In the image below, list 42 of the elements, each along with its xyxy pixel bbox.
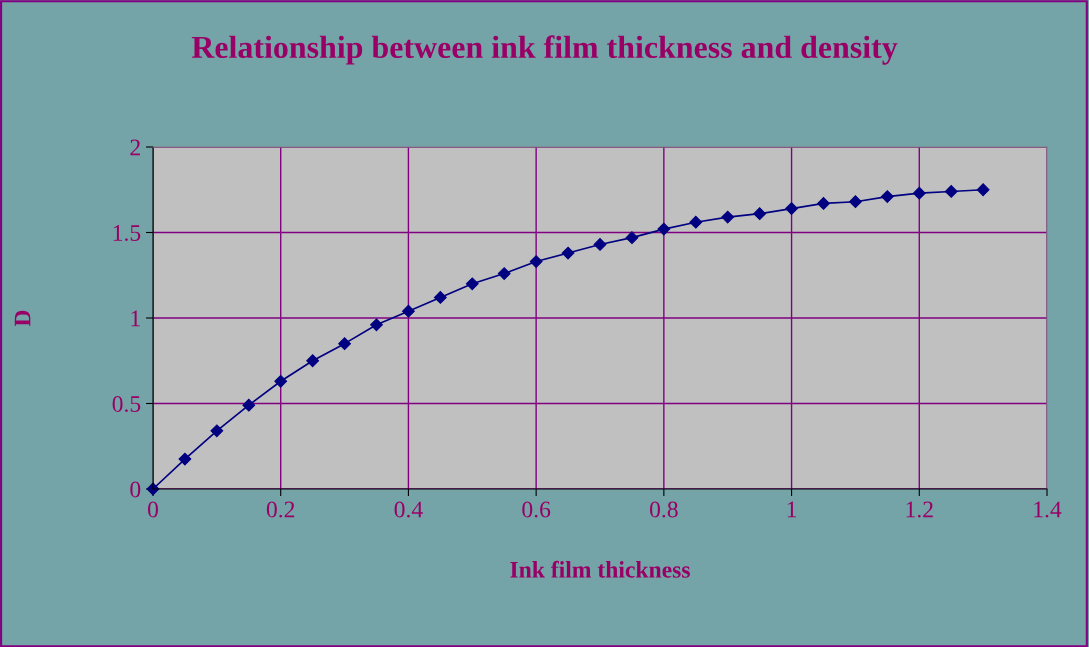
- point: [976, 183, 990, 197]
- point: [912, 186, 926, 200]
- x-tick-label: 0.6: [522, 501, 551, 518]
- point: [785, 202, 798, 215]
- point: [625, 231, 639, 245]
- x-tick-label: 0.4: [394, 501, 423, 518]
- y-axis-title: D: [14, 310, 31, 327]
- point: [402, 304, 415, 318]
- point: [433, 291, 447, 304]
- point: [497, 267, 511, 280]
- x-tick-label: 1.4: [1034, 501, 1062, 518]
- point: [689, 215, 703, 229]
- point: [561, 246, 575, 260]
- point: [338, 337, 351, 351]
- y-tick-label: 1: [131, 310, 140, 327]
- point: [529, 255, 543, 268]
- point: [178, 452, 192, 466]
- y-tick-label: 1.5: [113, 225, 141, 242]
- point: [657, 222, 671, 236]
- point: [944, 185, 958, 198]
- point: [721, 210, 735, 224]
- point: [753, 207, 767, 221]
- point: [465, 277, 479, 291]
- x-tick-label: 0: [148, 501, 158, 518]
- point: [274, 374, 288, 388]
- x-tick-label: 0.8: [650, 501, 678, 518]
- y-tick-label: 2: [130, 139, 140, 156]
- y-tick-label: 0: [130, 481, 141, 498]
- x-axis-title: Ink film thickness: [510, 560, 690, 578]
- x-tick-label: 0.2: [266, 501, 295, 518]
- point: [242, 398, 256, 412]
- y-tick-label: 0.5: [112, 395, 141, 413]
- point: [817, 197, 830, 210]
- point: [880, 190, 894, 203]
- point: [370, 318, 383, 332]
- chart-title: Relationship between ink film thickness and density: [191, 35, 898, 65]
- point: [593, 238, 607, 251]
- x-tick-label: 1: [787, 501, 797, 518]
- x-tick-label: 1.2: [906, 501, 933, 518]
- point: [210, 424, 224, 438]
- point: [849, 195, 862, 209]
- point: [306, 354, 320, 368]
